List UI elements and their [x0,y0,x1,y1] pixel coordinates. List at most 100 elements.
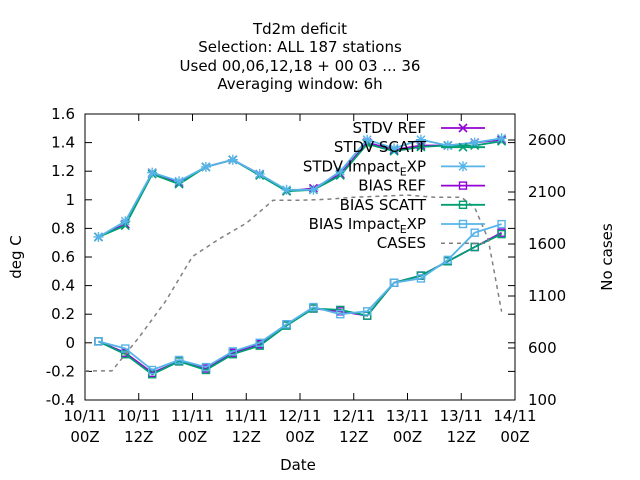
chart-title-line: Averaging window: 6h [217,75,382,93]
x-tick-label: 12Z [124,428,153,446]
x-tick-label: 11/11 [171,407,214,425]
y2-tick-label: 2100 [528,183,566,201]
x-tick-label: 10/11 [63,407,106,425]
legend-label-stdv-impact-exp: STDV ImpactEXP [303,157,426,178]
data-point [201,362,211,372]
series-line-stdv-impact-exp [97,137,502,238]
legend-marker-stdv-ref [458,123,468,133]
legend-marker-bias-scatt [458,200,468,210]
x-tick-label: 12Z [339,428,368,446]
data-point [147,365,157,375]
series-group [85,133,507,379]
data-point [120,216,131,227]
legend-marker-stdv-scatt [458,142,468,152]
y-tick-label: 1.4 [51,134,75,152]
data-point [308,184,319,195]
y2-tick-label: 1600 [528,235,566,253]
x-tick-label: 00Z [70,428,99,446]
data-point [362,134,373,145]
data-point [335,166,346,177]
x-tick-label: 13/11 [386,407,429,425]
x-axis-label: Date [280,456,316,474]
y2-axis-label: No cases [598,223,616,291]
x-tick-label: 12Z [232,428,261,446]
y-tick-label: 0 [65,334,75,352]
chart-title: Td2m deficit Selection: ALL 187 stations… [180,20,421,93]
data-point [200,161,211,172]
data-point [174,176,185,187]
series-bias-impact-exp [94,219,506,375]
data-point [470,228,479,237]
legend-marker-bias-ref [458,181,468,190]
data-point [254,169,265,180]
data-point [94,337,103,346]
legend-label-stdv-scatt: STDV SCATT [334,138,427,156]
y-tick-label: 1.2 [51,162,75,180]
data-point [415,134,426,145]
series-line-bias-scatt [98,233,502,376]
data-point [174,355,184,365]
data-point [121,350,130,359]
series-stdv-impact-exp [93,133,507,242]
data-point [362,307,372,316]
data-point [469,137,480,148]
data-point [227,154,238,165]
data-point [228,347,238,356]
series-stdv-ref [93,135,507,242]
x-tick-label: 00Z [393,428,422,446]
x-tick-label: 12Z [447,428,476,446]
data-point [496,133,507,144]
data-point [497,229,506,239]
data-point [416,274,426,283]
data-point [255,338,264,347]
legend-label-bias-ref: BIAS REF [358,177,426,195]
x-tick-label: 11/11 [225,407,268,425]
y-tick-label: 0.8 [51,219,75,237]
data-point [416,142,426,152]
data-point [281,184,292,195]
series-line-stdv-ref [98,138,502,238]
y-tick-label: -0.2 [46,362,75,380]
x-tick-label: 12/11 [278,407,321,425]
legend-label-bias-impact-exp: BIAS ImpactEXP [309,215,426,236]
y-tick-label: 1 [65,191,75,209]
chart-title-line: Used 00,06,12,18 + 00 03 ... 36 [180,57,421,75]
series-bias-ref [94,228,506,378]
x-tick-label: 13/11 [440,407,483,425]
legend-marker-bias-impact-exp [458,219,468,229]
data-point [389,143,400,154]
series-bias-scatt [94,229,506,379]
chart-title-line: Selection: ALL 187 stations [198,38,402,56]
series-line-cases [85,194,503,372]
x-tick-label: 00Z [178,428,207,446]
data-point [389,278,399,287]
data-point [147,167,158,178]
legend-label-bias-scatt: BIAS SCATT [340,196,427,214]
y2-tick-label: 2600 [528,131,566,149]
x-tick-label: 14/11 [493,407,536,425]
y-tick-label: 0.4 [51,277,75,295]
y-tick-label: 0.2 [51,305,75,323]
series-line-bias-ref [98,231,503,374]
data-point [336,310,345,319]
data-point [442,140,453,151]
chart-title-line: Td2m deficit [252,20,347,38]
x-tick-label: 00Z [500,428,529,446]
data-point [443,255,453,265]
x-tick-label: 12/11 [332,407,375,425]
x-tick-label: 00Z [285,428,314,446]
y-tick-label: 0.6 [51,248,75,266]
data-point [93,231,104,242]
axes: -0.4 -0.2 0 0.2 0.4 0.6 0.8 1 1.2 1.4 1.6 100 600 110… [46,105,566,446]
y2-tick-label: 600 [528,339,557,357]
data-point [282,320,291,329]
series-line-bias-impact-exp [98,223,502,372]
data-point [497,219,506,229]
y-axis-label: deg C [7,235,25,279]
y-tick-label: -0.4 [46,391,75,409]
legend-label-cases: CASES [377,234,426,252]
y2-tick-label: 100 [528,391,557,409]
x-tick-label: 10/11 [117,407,160,425]
